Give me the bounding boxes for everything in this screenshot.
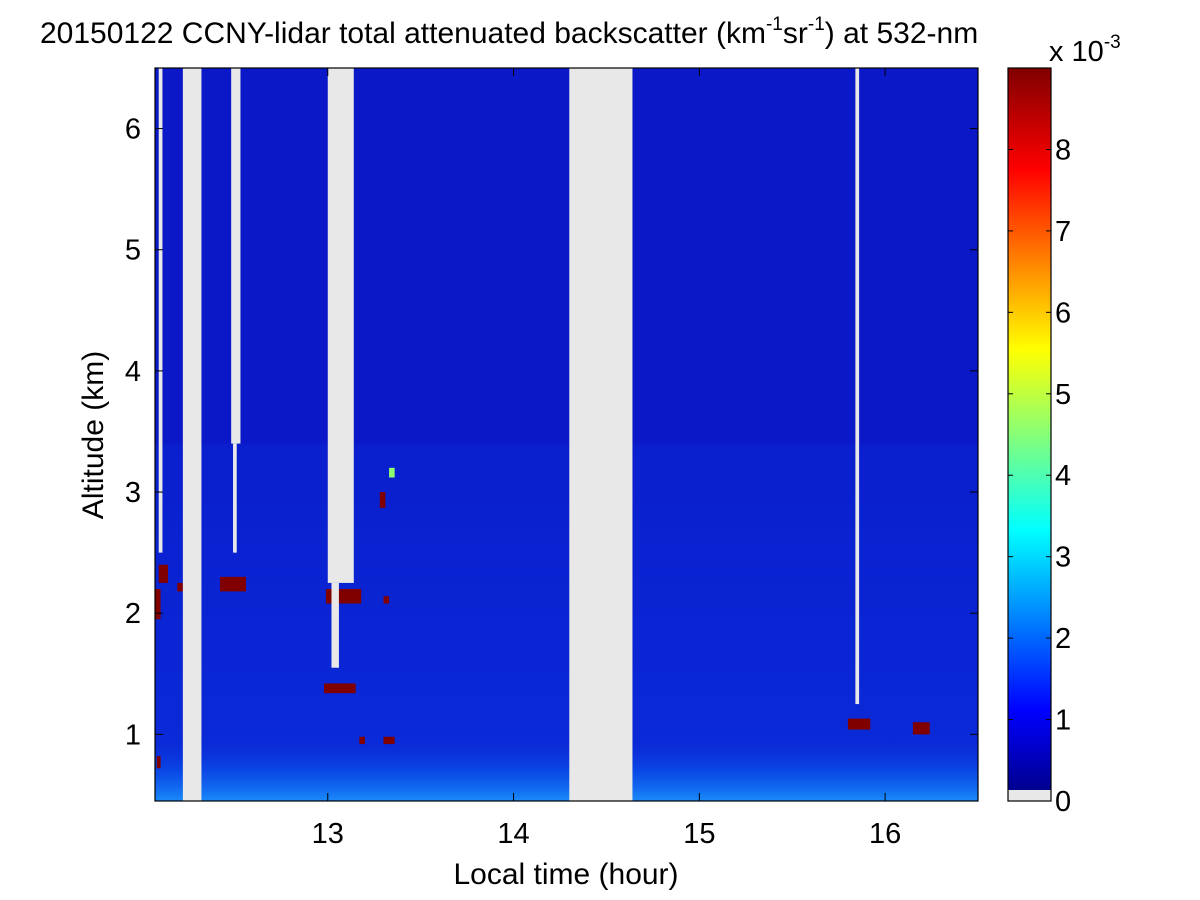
plot-area bbox=[154, 67, 979, 802]
colorbar-tick-label: 5 bbox=[1055, 379, 1071, 411]
x-tick-label: 15 bbox=[683, 818, 715, 850]
data-layers bbox=[155, 68, 978, 801]
colorbar-tick-label: 3 bbox=[1055, 542, 1071, 574]
cloud-feature bbox=[155, 588, 161, 620]
cloud-feature bbox=[324, 683, 356, 694]
cloud-feature bbox=[847, 718, 871, 730]
cloud-feature bbox=[156, 756, 161, 769]
colorbar-tick-label: 1 bbox=[1055, 705, 1071, 737]
colorbar-tick-label: 8 bbox=[1055, 134, 1071, 166]
colorbar-tick-label: 6 bbox=[1055, 297, 1071, 329]
colorbar-frame bbox=[1007, 67, 1052, 802]
y-tick-label: 3 bbox=[125, 477, 141, 509]
y-axis-label: Altitude (km) bbox=[77, 351, 110, 519]
x-axis-label: Local time (hour) bbox=[453, 858, 678, 891]
y-tick-label: 2 bbox=[125, 598, 141, 630]
colorbar-tick-label: 2 bbox=[1055, 623, 1071, 655]
no-data-region bbox=[855, 68, 860, 705]
cloud-feature bbox=[389, 467, 395, 478]
no-data-region bbox=[231, 68, 241, 444]
cloud-feature bbox=[220, 576, 247, 592]
no-data-region bbox=[182, 68, 202, 801]
boundary-layer bbox=[155, 740, 978, 801]
colorbar: 0 1 2 3 4 5 6 7 8 x 10-3 bbox=[1007, 32, 1121, 818]
colorbar-tick-label: 7 bbox=[1055, 216, 1071, 248]
colorbar-multiplier: x 10-3 bbox=[1049, 32, 1121, 68]
x-tick-label: 13 bbox=[312, 818, 344, 850]
y-tick-label: 4 bbox=[125, 356, 141, 388]
chart-title: 20150122 CCNY-lidar total attenuated bac… bbox=[40, 14, 979, 50]
x-axis: 13 14 15 16 bbox=[312, 68, 901, 850]
cloud-feature bbox=[325, 588, 362, 604]
cloud-feature bbox=[912, 722, 930, 735]
x-tick-label: 16 bbox=[869, 818, 901, 850]
colorbar-tick-label: 4 bbox=[1055, 460, 1071, 492]
y-tick-label: 1 bbox=[125, 719, 141, 751]
y-tick-label: 5 bbox=[125, 235, 141, 267]
colorbar-tick-label: 0 bbox=[1055, 786, 1071, 818]
no-data-region bbox=[233, 443, 237, 553]
colorbar-ticks: 0 1 2 3 4 5 6 7 8 bbox=[1008, 134, 1071, 818]
cloud-feature bbox=[379, 492, 386, 508]
colorbar-gradient bbox=[1008, 68, 1051, 790]
cloud-feature bbox=[383, 596, 390, 604]
no-data-region bbox=[327, 68, 354, 583]
y-tick-label: 6 bbox=[125, 114, 141, 146]
cloud-feature bbox=[177, 582, 183, 592]
cloud-feature bbox=[383, 736, 395, 745]
y-axis: 1 2 3 4 5 6 bbox=[125, 114, 978, 751]
cloud-feature bbox=[158, 564, 169, 583]
cloud-feature bbox=[359, 736, 365, 745]
x-tick-label: 14 bbox=[497, 818, 529, 850]
plot-frame bbox=[154, 67, 979, 802]
no-data-region bbox=[331, 582, 339, 668]
no-data-region bbox=[158, 68, 163, 553]
colorbar-nodata-swatch bbox=[1008, 790, 1051, 801]
no-data-region bbox=[569, 68, 633, 801]
